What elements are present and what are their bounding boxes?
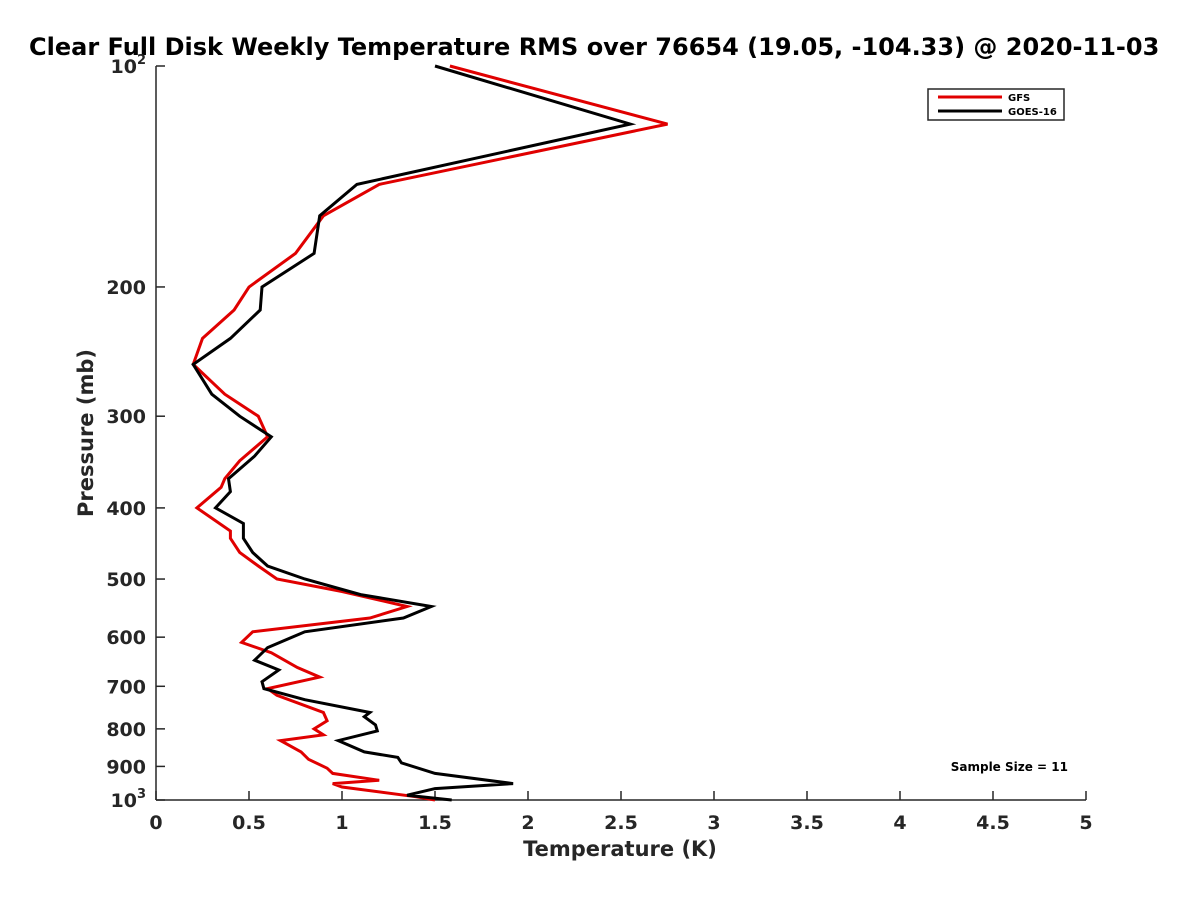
x-tick-label: 1	[335, 812, 348, 834]
sample-size-annotation: Sample Size = 11	[951, 760, 1068, 774]
y-tick-label: 300	[106, 406, 146, 428]
x-tick-label: 0	[149, 812, 162, 834]
axes: 0 0.5 1 1.5 2 2.5 3 3.5 4 4.5 5 102 200 300 400 500 600 7…	[106, 53, 1092, 834]
x-tick-label: 0.5	[232, 812, 266, 834]
x-tick-label: 2	[521, 812, 534, 834]
y-tick-label: 102	[111, 53, 147, 78]
x-tick-label: 3	[707, 812, 720, 834]
x-tick-label: 4.5	[976, 812, 1010, 834]
y-tick-label: 800	[106, 719, 146, 741]
y-tick-label: 500	[106, 569, 146, 591]
x-tick-label: 4	[893, 812, 906, 834]
y-tick-label: 400	[106, 498, 146, 520]
x-tick-label: 1.5	[418, 812, 452, 834]
x-tick-label: 5	[1079, 812, 1092, 834]
y-tick-label: 600	[106, 627, 146, 649]
y-tick-label: 900	[106, 756, 146, 778]
x-tick-label: 3.5	[790, 812, 824, 834]
series-line-gfs	[191, 64, 668, 802]
y-tick-label: 103	[111, 787, 147, 812]
y-tick-label: 700	[106, 676, 146, 698]
series-layer	[191, 64, 668, 802]
chart-title: Clear Full Disk Weekly Temperature RMS o…	[29, 33, 1159, 61]
legend-box	[927, 88, 1065, 121]
y-axis-label: Pressure (mb)	[74, 349, 98, 517]
series-line-goes-16	[191, 64, 637, 802]
legend-label: GFS	[1008, 93, 1030, 104]
x-axis-label: Temperature (K)	[523, 837, 717, 861]
x-tick-label: 2.5	[604, 812, 638, 834]
y-tick-label: 200	[106, 277, 146, 299]
legend-label: GOES-16	[1008, 107, 1057, 118]
legend: GFS GOES-16	[927, 88, 1065, 121]
